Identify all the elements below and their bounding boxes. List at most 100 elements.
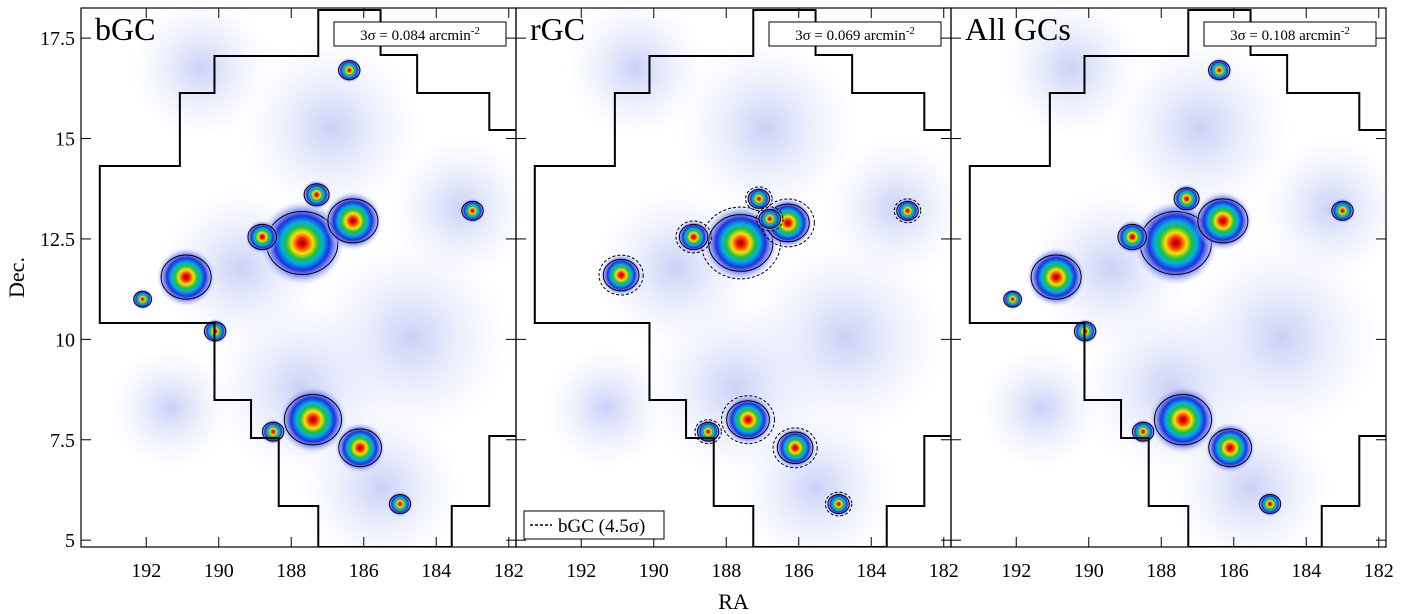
density-peak bbox=[334, 422, 386, 473]
contour bbox=[388, 494, 412, 514]
contour bbox=[776, 431, 814, 465]
x-tick-label: 190 bbox=[204, 560, 234, 582]
annotation-text: 3σ = 0.084 arcmin bbox=[360, 28, 471, 44]
contour-dashed bbox=[721, 395, 775, 445]
annotation: 3σ = 0.108 arcmin-2 bbox=[1230, 25, 1350, 44]
contour bbox=[1117, 223, 1148, 251]
background-haze bbox=[566, 8, 706, 138]
contour bbox=[1030, 254, 1082, 300]
contour-dashed bbox=[694, 419, 722, 445]
y-tick-label: 15 bbox=[55, 129, 75, 151]
contour bbox=[758, 208, 781, 229]
x-tick-label: 188 bbox=[1146, 560, 1176, 582]
panel: 192 190 188 186 184 182 All GCs 3σ = 0.108 arcm… bbox=[950, 7, 1394, 582]
background-haze bbox=[546, 348, 666, 468]
density-peak bbox=[1329, 198, 1356, 224]
density-peak bbox=[1257, 491, 1283, 517]
contour bbox=[1197, 198, 1249, 244]
contour-dashed bbox=[760, 198, 815, 248]
x-tick-label: 184 bbox=[421, 560, 451, 582]
x-tick-label: 186 bbox=[349, 560, 379, 582]
density-peak bbox=[774, 426, 817, 469]
contour bbox=[261, 421, 285, 442]
density-peak bbox=[279, 386, 347, 454]
density-peak bbox=[156, 247, 216, 307]
x-axis-label: RA bbox=[718, 589, 749, 614]
density-peak bbox=[1002, 288, 1024, 310]
density-peak bbox=[826, 491, 852, 517]
x-tick-label: 190 bbox=[639, 560, 669, 582]
density-peak bbox=[336, 57, 362, 83]
contour bbox=[338, 428, 383, 468]
contour bbox=[696, 421, 720, 442]
density-peak bbox=[894, 198, 921, 224]
y-axis-label: Dec. bbox=[4, 257, 29, 298]
survey-footprint bbox=[533, 9, 951, 547]
density-peak bbox=[260, 419, 286, 445]
map-area bbox=[968, 8, 1386, 547]
background-haze bbox=[981, 348, 1101, 468]
density-peak bbox=[1171, 184, 1202, 214]
x-tick-label: 188 bbox=[276, 560, 306, 582]
density-peak bbox=[1204, 422, 1256, 473]
contour bbox=[827, 494, 850, 514]
contour bbox=[327, 198, 379, 244]
y-tick-label: 10 bbox=[55, 329, 75, 351]
panel: 192 190 188 186 184 182 rGC 3σ = 0.069 arcmin-2… bbox=[515, 7, 959, 614]
annotation: 3σ = 0.069 arcmin-2 bbox=[795, 25, 915, 44]
density-peak bbox=[1193, 191, 1253, 251]
contour bbox=[747, 188, 771, 209]
x-tick-label: 192 bbox=[131, 560, 161, 582]
density-peak bbox=[387, 491, 413, 517]
survey-footprint bbox=[98, 9, 516, 547]
density-peak bbox=[459, 198, 486, 224]
x-tick-label: 186 bbox=[1219, 560, 1249, 582]
contour-dashed bbox=[772, 427, 818, 469]
contour bbox=[1331, 200, 1354, 221]
contour-dashed bbox=[824, 491, 853, 517]
background-haze bbox=[1261, 138, 1386, 278]
contour bbox=[1258, 494, 1282, 514]
x-tick-label: 182 bbox=[1364, 560, 1394, 582]
contour bbox=[726, 400, 770, 440]
background-haze bbox=[826, 138, 951, 278]
density-peak bbox=[1206, 57, 1232, 83]
contour bbox=[602, 258, 640, 292]
contour bbox=[1131, 421, 1155, 442]
x-tick-label: 182 bbox=[929, 560, 959, 582]
annotation-box bbox=[768, 21, 942, 47]
x-tick-label: 182 bbox=[494, 560, 524, 582]
panel-title: All GCs bbox=[965, 11, 1071, 47]
x-tick-label: 186 bbox=[784, 560, 814, 582]
density-peak bbox=[1026, 247, 1086, 307]
map-area bbox=[98, 8, 516, 547]
contour bbox=[1173, 187, 1200, 211]
background-haze bbox=[1001, 8, 1141, 138]
contour bbox=[1003, 290, 1023, 308]
background-haze bbox=[676, 38, 856, 218]
annotation: 3σ = 0.084 arcmin-2 bbox=[360, 25, 480, 44]
density-peak bbox=[245, 220, 280, 254]
contour-dashed bbox=[756, 206, 784, 232]
contour bbox=[896, 200, 919, 221]
contour-dashed bbox=[675, 220, 712, 254]
density-peak bbox=[746, 186, 772, 212]
density-peak bbox=[132, 288, 154, 310]
contour bbox=[133, 290, 153, 308]
y-tick-label: 17.5 bbox=[40, 28, 75, 50]
annotation-box bbox=[333, 21, 507, 47]
legend-label: bGC (4.5σ) bbox=[558, 516, 645, 537]
background-haze bbox=[111, 348, 231, 468]
background-haze bbox=[1111, 38, 1291, 218]
contour bbox=[283, 393, 343, 446]
annotation-text: 3σ = 0.069 arcmin bbox=[795, 28, 906, 44]
contour bbox=[678, 223, 709, 251]
contour bbox=[160, 254, 212, 300]
annotation-exponent: -2 bbox=[471, 25, 480, 37]
contour bbox=[1208, 60, 1231, 81]
x-tick-label: 192 bbox=[1001, 560, 1031, 582]
contour bbox=[1153, 393, 1213, 446]
panel: 192 190 188 186 184 182 5 7.5 10 12.5 15 17.5 bGC 3σ … bbox=[4, 7, 524, 582]
density-peak bbox=[722, 394, 774, 445]
